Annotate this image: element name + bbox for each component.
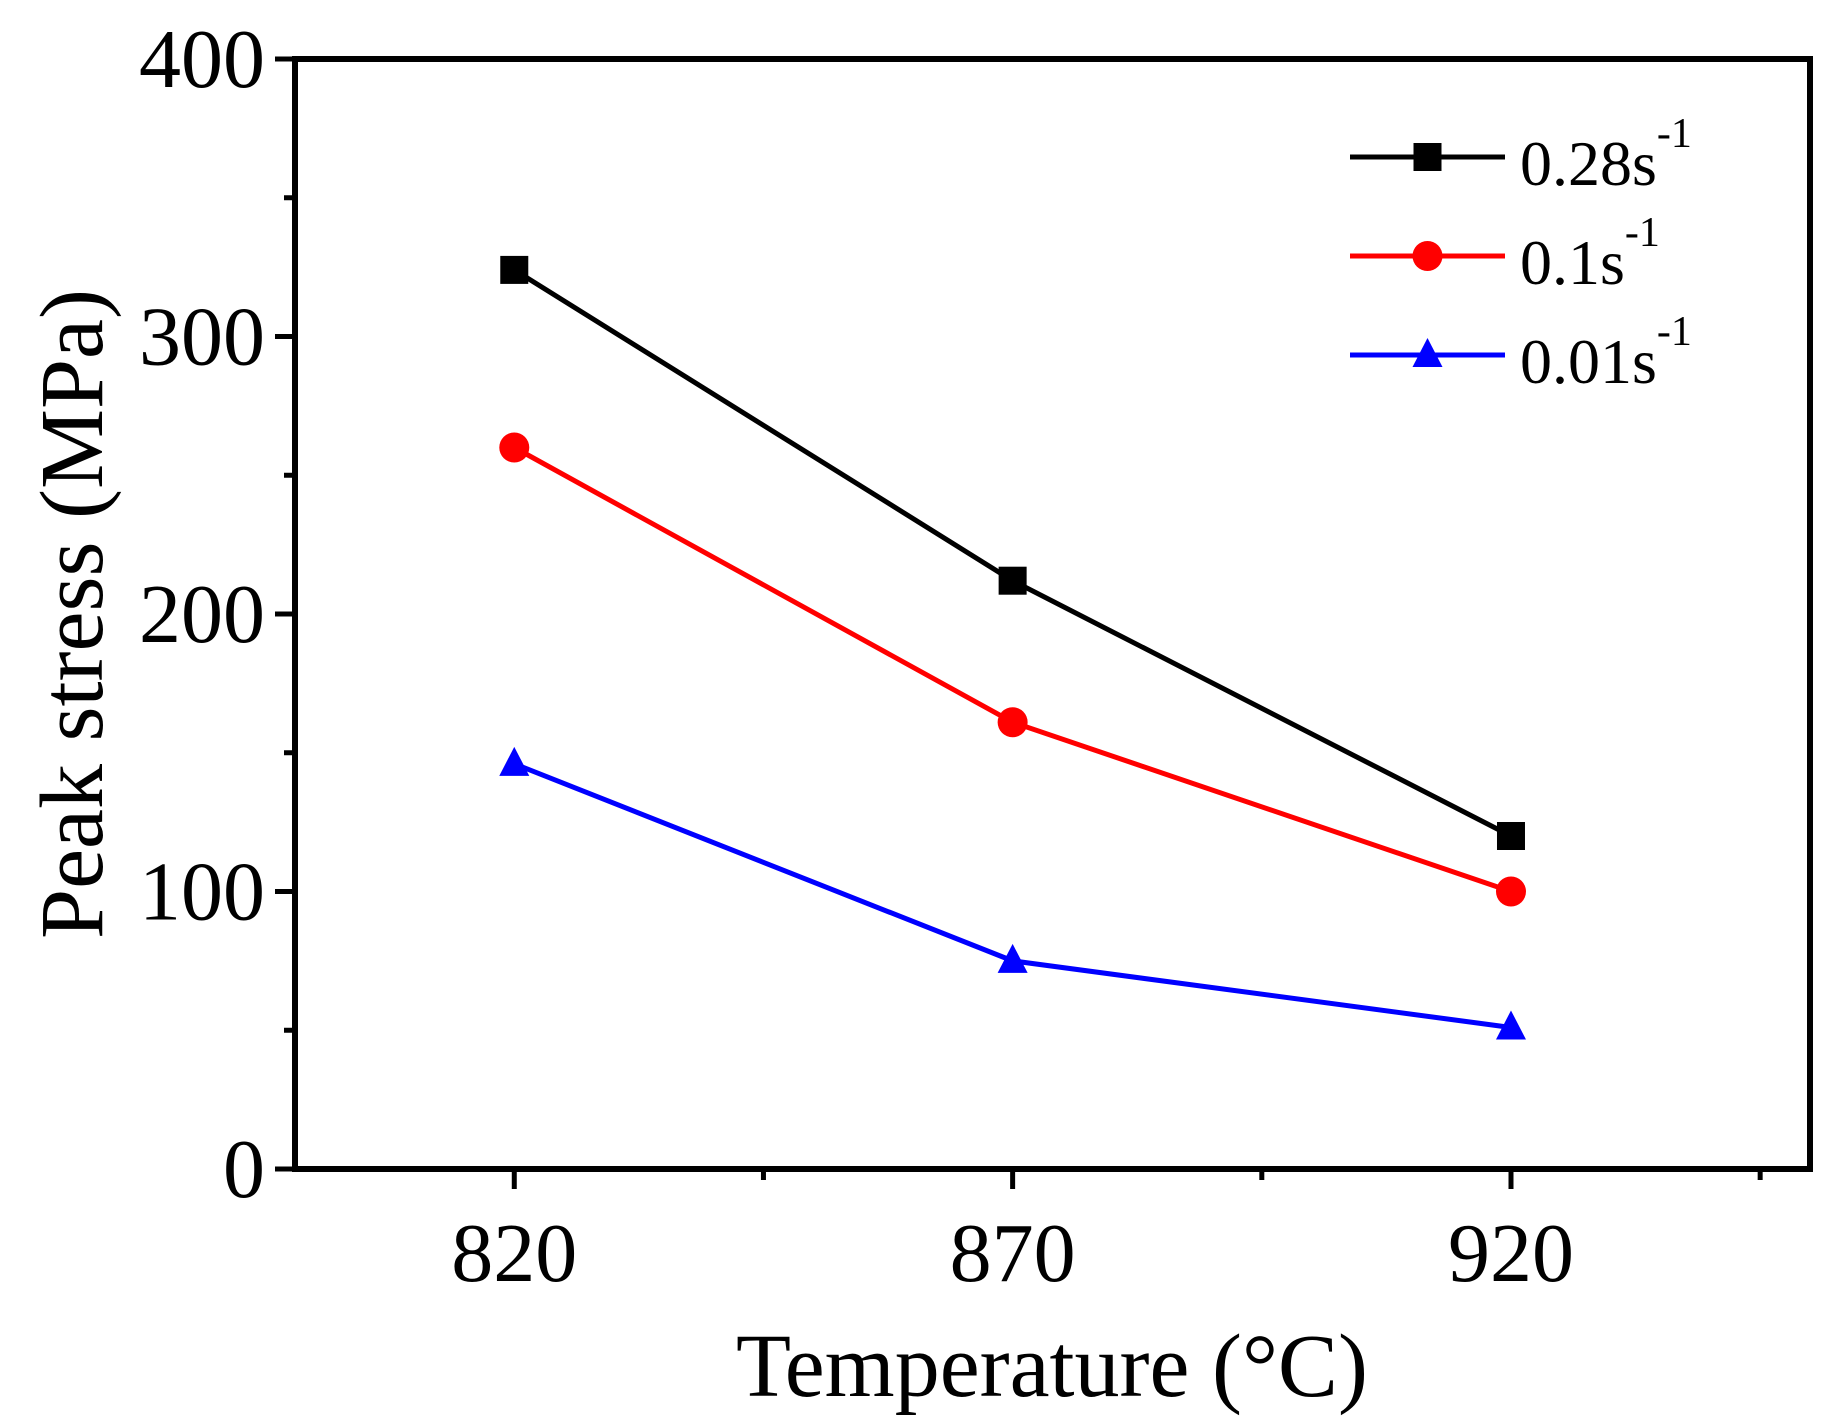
legend-label-superscript: -1	[1657, 309, 1692, 355]
x-tick-label: 920	[1448, 1207, 1574, 1300]
y-tick-label: 200	[139, 568, 265, 661]
x-tick-label: 820	[451, 1207, 577, 1300]
x-tick-label: 870	[950, 1207, 1076, 1300]
data-point-01s	[997, 707, 1028, 738]
y-axis-label: Peak stress (MPa)	[23, 289, 122, 939]
legend-marker-028s	[1413, 143, 1442, 171]
legend-label-superscript: -1	[1625, 210, 1660, 256]
y-tick-label: 100	[139, 846, 265, 939]
data-point-028s	[1496, 822, 1525, 850]
data-point-001s	[997, 943, 1028, 973]
data-point-001s	[1495, 1010, 1526, 1040]
data-point-01s	[499, 432, 530, 463]
data-point-01s	[1495, 876, 1526, 907]
data-point-028s	[500, 255, 529, 284]
legend-marker-001s	[1412, 338, 1443, 367]
series-layer	[499, 255, 1526, 1040]
x-axis-label: Temperature (°C)	[736, 1317, 1368, 1416]
y-tick-label: 400	[139, 13, 265, 106]
legend-label-superscript: -1	[1657, 111, 1692, 157]
y-tick-label: 0	[223, 1123, 265, 1216]
legend-marker-01s	[1412, 241, 1443, 271]
y-tick-label: 300	[139, 291, 265, 384]
axis-layer: 0 100 200 300 400 820 870 920	[139, 13, 1763, 1300]
data-point-028s	[998, 566, 1027, 595]
data-point-001s	[499, 746, 530, 776]
